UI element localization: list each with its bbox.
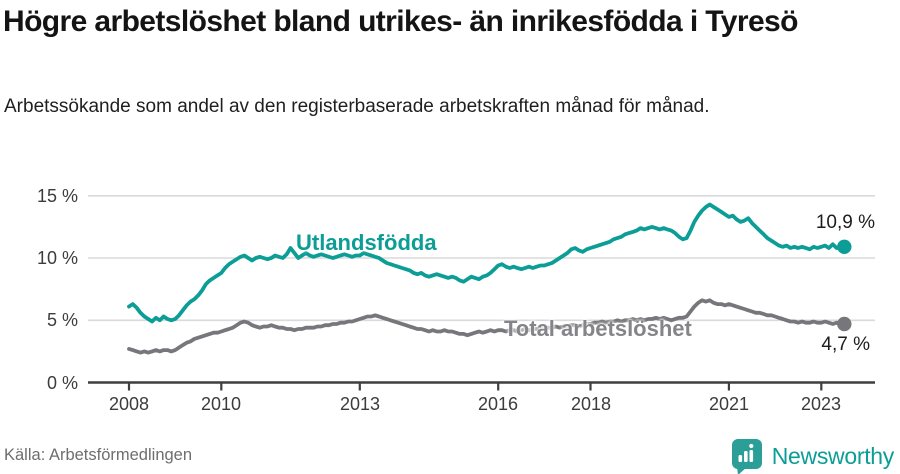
series-line-total-arbetsloshet bbox=[127, 298, 847, 355]
end-dot-total-arbetsloshet bbox=[837, 316, 852, 332]
newsworthy-logo: Newsworthy bbox=[731, 438, 894, 474]
x-tick-label: 2008 bbox=[108, 394, 150, 414]
y-tick-label: 5 % bbox=[46, 310, 78, 330]
x-tick-label: 2010 bbox=[200, 394, 242, 414]
x-tick-label: 2013 bbox=[339, 394, 381, 414]
logo-bar-small bbox=[738, 455, 742, 462]
series-label-total-arbetsloshet: Total arbetslöshet bbox=[504, 316, 692, 341]
logo-exclamation-dot bbox=[748, 443, 754, 449]
x-tick-label: 2023 bbox=[800, 394, 842, 414]
logo-bar-medium bbox=[743, 451, 748, 462]
end-value-total-arbetsloshet: 4,7 % bbox=[821, 334, 870, 355]
y-tick-label: 0 % bbox=[46, 373, 78, 393]
end-dot-utlandsfodda bbox=[837, 239, 852, 254]
series-line-utlandsfodda bbox=[127, 202, 847, 324]
x-tick-label: 2018 bbox=[570, 394, 612, 414]
series-label-utlandsfodda: Utlandsfödda bbox=[296, 230, 437, 255]
x-tick-label: 2016 bbox=[477, 394, 519, 414]
chart-subtitle: Arbetssökande som andel av den registerb… bbox=[4, 96, 710, 117]
x-tick-label: 2021 bbox=[708, 394, 750, 414]
chart-title: Högre arbetslöshet bland utrikes- än inr… bbox=[3, 5, 798, 38]
y-tick-label: 10 % bbox=[36, 248, 78, 268]
source-note: Källa: Arbetsförmedlingen bbox=[4, 446, 193, 464]
newsworthy-wordmark: Newsworthy bbox=[771, 443, 895, 469]
logo-exclamation-bar bbox=[749, 450, 753, 462]
y-tick-label: 15 % bbox=[36, 186, 78, 206]
end-value-utlandsfodda: 10,9 % bbox=[815, 212, 875, 233]
newsworthy-bubble-icon bbox=[731, 439, 762, 474]
